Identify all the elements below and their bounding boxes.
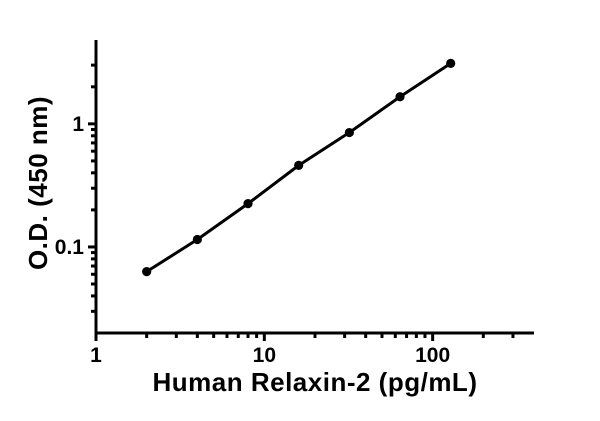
x-axis-title: Human Relaxin-2 (pg/mL) — [153, 367, 478, 397]
data-point-4pgml — [192, 234, 202, 245]
y-tick-label: 0.1 — [55, 236, 85, 259]
y-tick-label: 1 — [72, 113, 84, 136]
axes-layer: 1 10 100 0.1 1 — [55, 40, 534, 367]
data-point-2pgml — [142, 267, 152, 277]
data-point-16pgml — [294, 160, 304, 170]
x-tick-label: 1 — [90, 344, 102, 367]
data-point-8pgml — [243, 199, 253, 209]
x-tick-label: 10 — [253, 344, 276, 367]
data-point-32pgml — [344, 127, 354, 138]
data-point-64pgml — [395, 92, 405, 102]
y-axis-title: O.D. (450 nm) — [23, 96, 53, 270]
data-point-128pgml — [446, 58, 456, 68]
x-tick-label: 100 — [415, 344, 450, 367]
data-series-layer — [142, 58, 456, 277]
